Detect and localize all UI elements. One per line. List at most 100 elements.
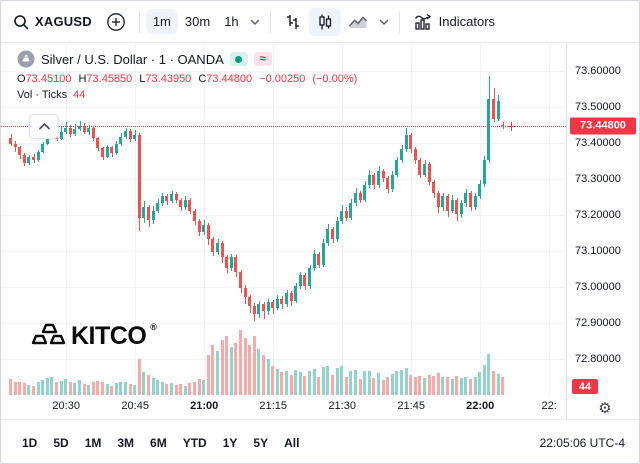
volume-bar bbox=[340, 366, 344, 395]
bars-chart-icon bbox=[284, 13, 302, 31]
candle-body bbox=[211, 239, 215, 252]
volume-bar bbox=[87, 384, 91, 395]
candle-body bbox=[459, 203, 463, 215]
volume-bar bbox=[427, 374, 431, 395]
candle-body bbox=[193, 210, 196, 222]
delayed-data-badge[interactable]: ≈ bbox=[253, 52, 272, 66]
time-gridline bbox=[66, 43, 68, 395]
volume-bar bbox=[101, 382, 104, 395]
kitco-watermark: KITCO ® bbox=[31, 321, 157, 351]
time-axis-label: 20:45 bbox=[121, 400, 149, 412]
current-price-badge: 73.44800 bbox=[570, 117, 636, 135]
volume-bar bbox=[289, 374, 293, 395]
candle-body bbox=[128, 131, 132, 139]
candle-body bbox=[496, 100, 500, 119]
volume-bar bbox=[220, 340, 224, 395]
volume-bar bbox=[275, 368, 279, 395]
bottom-bar: 1D 5D 1M 3M 6M YTD 1Y 5Y All 22:05:06 UT… bbox=[1, 419, 639, 463]
change-value: −0.00250 bbox=[259, 73, 306, 85]
range-6m-button[interactable]: 6M bbox=[143, 432, 174, 454]
volume-bar bbox=[441, 377, 445, 395]
candle-body bbox=[257, 304, 261, 314]
volume-bar bbox=[482, 364, 486, 395]
symbol-title[interactable]: Silver / U.S. Dollar · 1 · OANDA bbox=[41, 51, 224, 67]
candle-body bbox=[280, 298, 284, 305]
range-5d-button[interactable]: 5D bbox=[46, 432, 75, 454]
volume-bar bbox=[446, 376, 449, 395]
price-axis[interactable]: 73.44800 44 73.60000 73.50000 73.40000 73.3… bbox=[566, 43, 639, 419]
range-3m-button[interactable]: 3M bbox=[110, 432, 141, 454]
chart-style-bars-button[interactable] bbox=[277, 8, 309, 36]
volume-bar bbox=[225, 336, 229, 395]
time-axis[interactable]: 20:30 20:45 21:00 21:15 21:30 21:45 22:00 22: bbox=[1, 395, 566, 419]
candle-body bbox=[478, 184, 482, 197]
symbol-search-button[interactable]: XAGUSD bbox=[11, 9, 99, 35]
volume-bar bbox=[450, 379, 454, 395]
candle-body bbox=[197, 221, 201, 233]
toolbar-divider bbox=[398, 10, 400, 33]
volume-bar bbox=[308, 370, 311, 395]
volume-bar bbox=[202, 380, 206, 395]
candle-body bbox=[151, 210, 155, 221]
candle-body bbox=[340, 210, 344, 222]
volume-bar bbox=[41, 380, 45, 395]
volume-bar bbox=[280, 371, 284, 395]
price-gridline bbox=[1, 143, 566, 144]
volume-bar bbox=[257, 348, 261, 395]
indicators-button[interactable]: Indicators bbox=[406, 8, 502, 36]
chart-style-candles-button[interactable] bbox=[308, 7, 341, 36]
volume-bar bbox=[216, 350, 219, 395]
candle-body bbox=[275, 298, 279, 308]
candle-body bbox=[349, 203, 353, 218]
time-axis-label: 21:15 bbox=[259, 400, 287, 412]
high-value: 73.45850 bbox=[86, 73, 133, 85]
interval-1m-button[interactable]: 1m bbox=[145, 9, 178, 34]
range-5y-button[interactable]: 5Y bbox=[246, 432, 275, 454]
range-1m-button[interactable]: 1M bbox=[78, 432, 109, 454]
range-ytd-button[interactable]: YTD bbox=[176, 432, 214, 454]
interval-1h-button[interactable]: 1h bbox=[217, 9, 245, 34]
volume-bar bbox=[413, 376, 417, 395]
compare-add-button[interactable] bbox=[99, 7, 133, 37]
candle-body bbox=[18, 147, 22, 155]
settings-gear-button[interactable]: ⚙ bbox=[595, 398, 615, 418]
volume-bar bbox=[492, 370, 495, 395]
chart-style-menu-button[interactable] bbox=[375, 11, 393, 33]
interval-menu-button[interactable] bbox=[246, 11, 264, 33]
volume-bar bbox=[303, 376, 307, 395]
candle-body bbox=[225, 257, 229, 269]
volume-bar bbox=[160, 381, 164, 395]
range-1d-button[interactable]: 1D bbox=[15, 432, 44, 454]
time-gridline bbox=[411, 43, 413, 395]
chart-plot-area[interactable]: Silver / U.S. Dollar · 1 · OANDA ≈ O73.4… bbox=[1, 43, 639, 419]
candle-body bbox=[110, 147, 114, 154]
time-axis-label: 22:00 bbox=[466, 400, 495, 412]
interval-30m-button[interactable]: 30m bbox=[178, 9, 217, 34]
candle-body bbox=[78, 125, 81, 130]
registered-mark: ® bbox=[150, 322, 157, 332]
candle-body bbox=[464, 192, 468, 204]
volume-bar bbox=[68, 382, 72, 395]
range-all-button[interactable]: All bbox=[277, 432, 306, 454]
price-gridline bbox=[1, 215, 566, 216]
candle-body bbox=[206, 225, 210, 240]
chart-style-area-button[interactable] bbox=[341, 8, 375, 36]
range-1y-button[interactable]: 1Y bbox=[216, 432, 245, 454]
market-open-badge[interactable] bbox=[229, 52, 248, 66]
candle-body bbox=[252, 305, 256, 314]
candle-body bbox=[220, 243, 224, 258]
clock-timezone[interactable]: 22:05:06 UTC-4 bbox=[539, 435, 625, 450]
volume-bar bbox=[372, 378, 376, 395]
area-chart-icon bbox=[348, 13, 368, 31]
candle-body bbox=[114, 143, 118, 154]
volume-bar bbox=[487, 353, 491, 395]
candle-body bbox=[22, 154, 26, 163]
time-gridline bbox=[549, 43, 551, 395]
volume-bar bbox=[326, 365, 330, 395]
candle-body bbox=[390, 174, 394, 190]
collapse-legend-button[interactable] bbox=[29, 114, 59, 139]
candle-body bbox=[262, 304, 265, 312]
volume-bar bbox=[59, 381, 63, 395]
candles-chart-icon bbox=[316, 13, 334, 31]
candle-body bbox=[335, 221, 339, 240]
